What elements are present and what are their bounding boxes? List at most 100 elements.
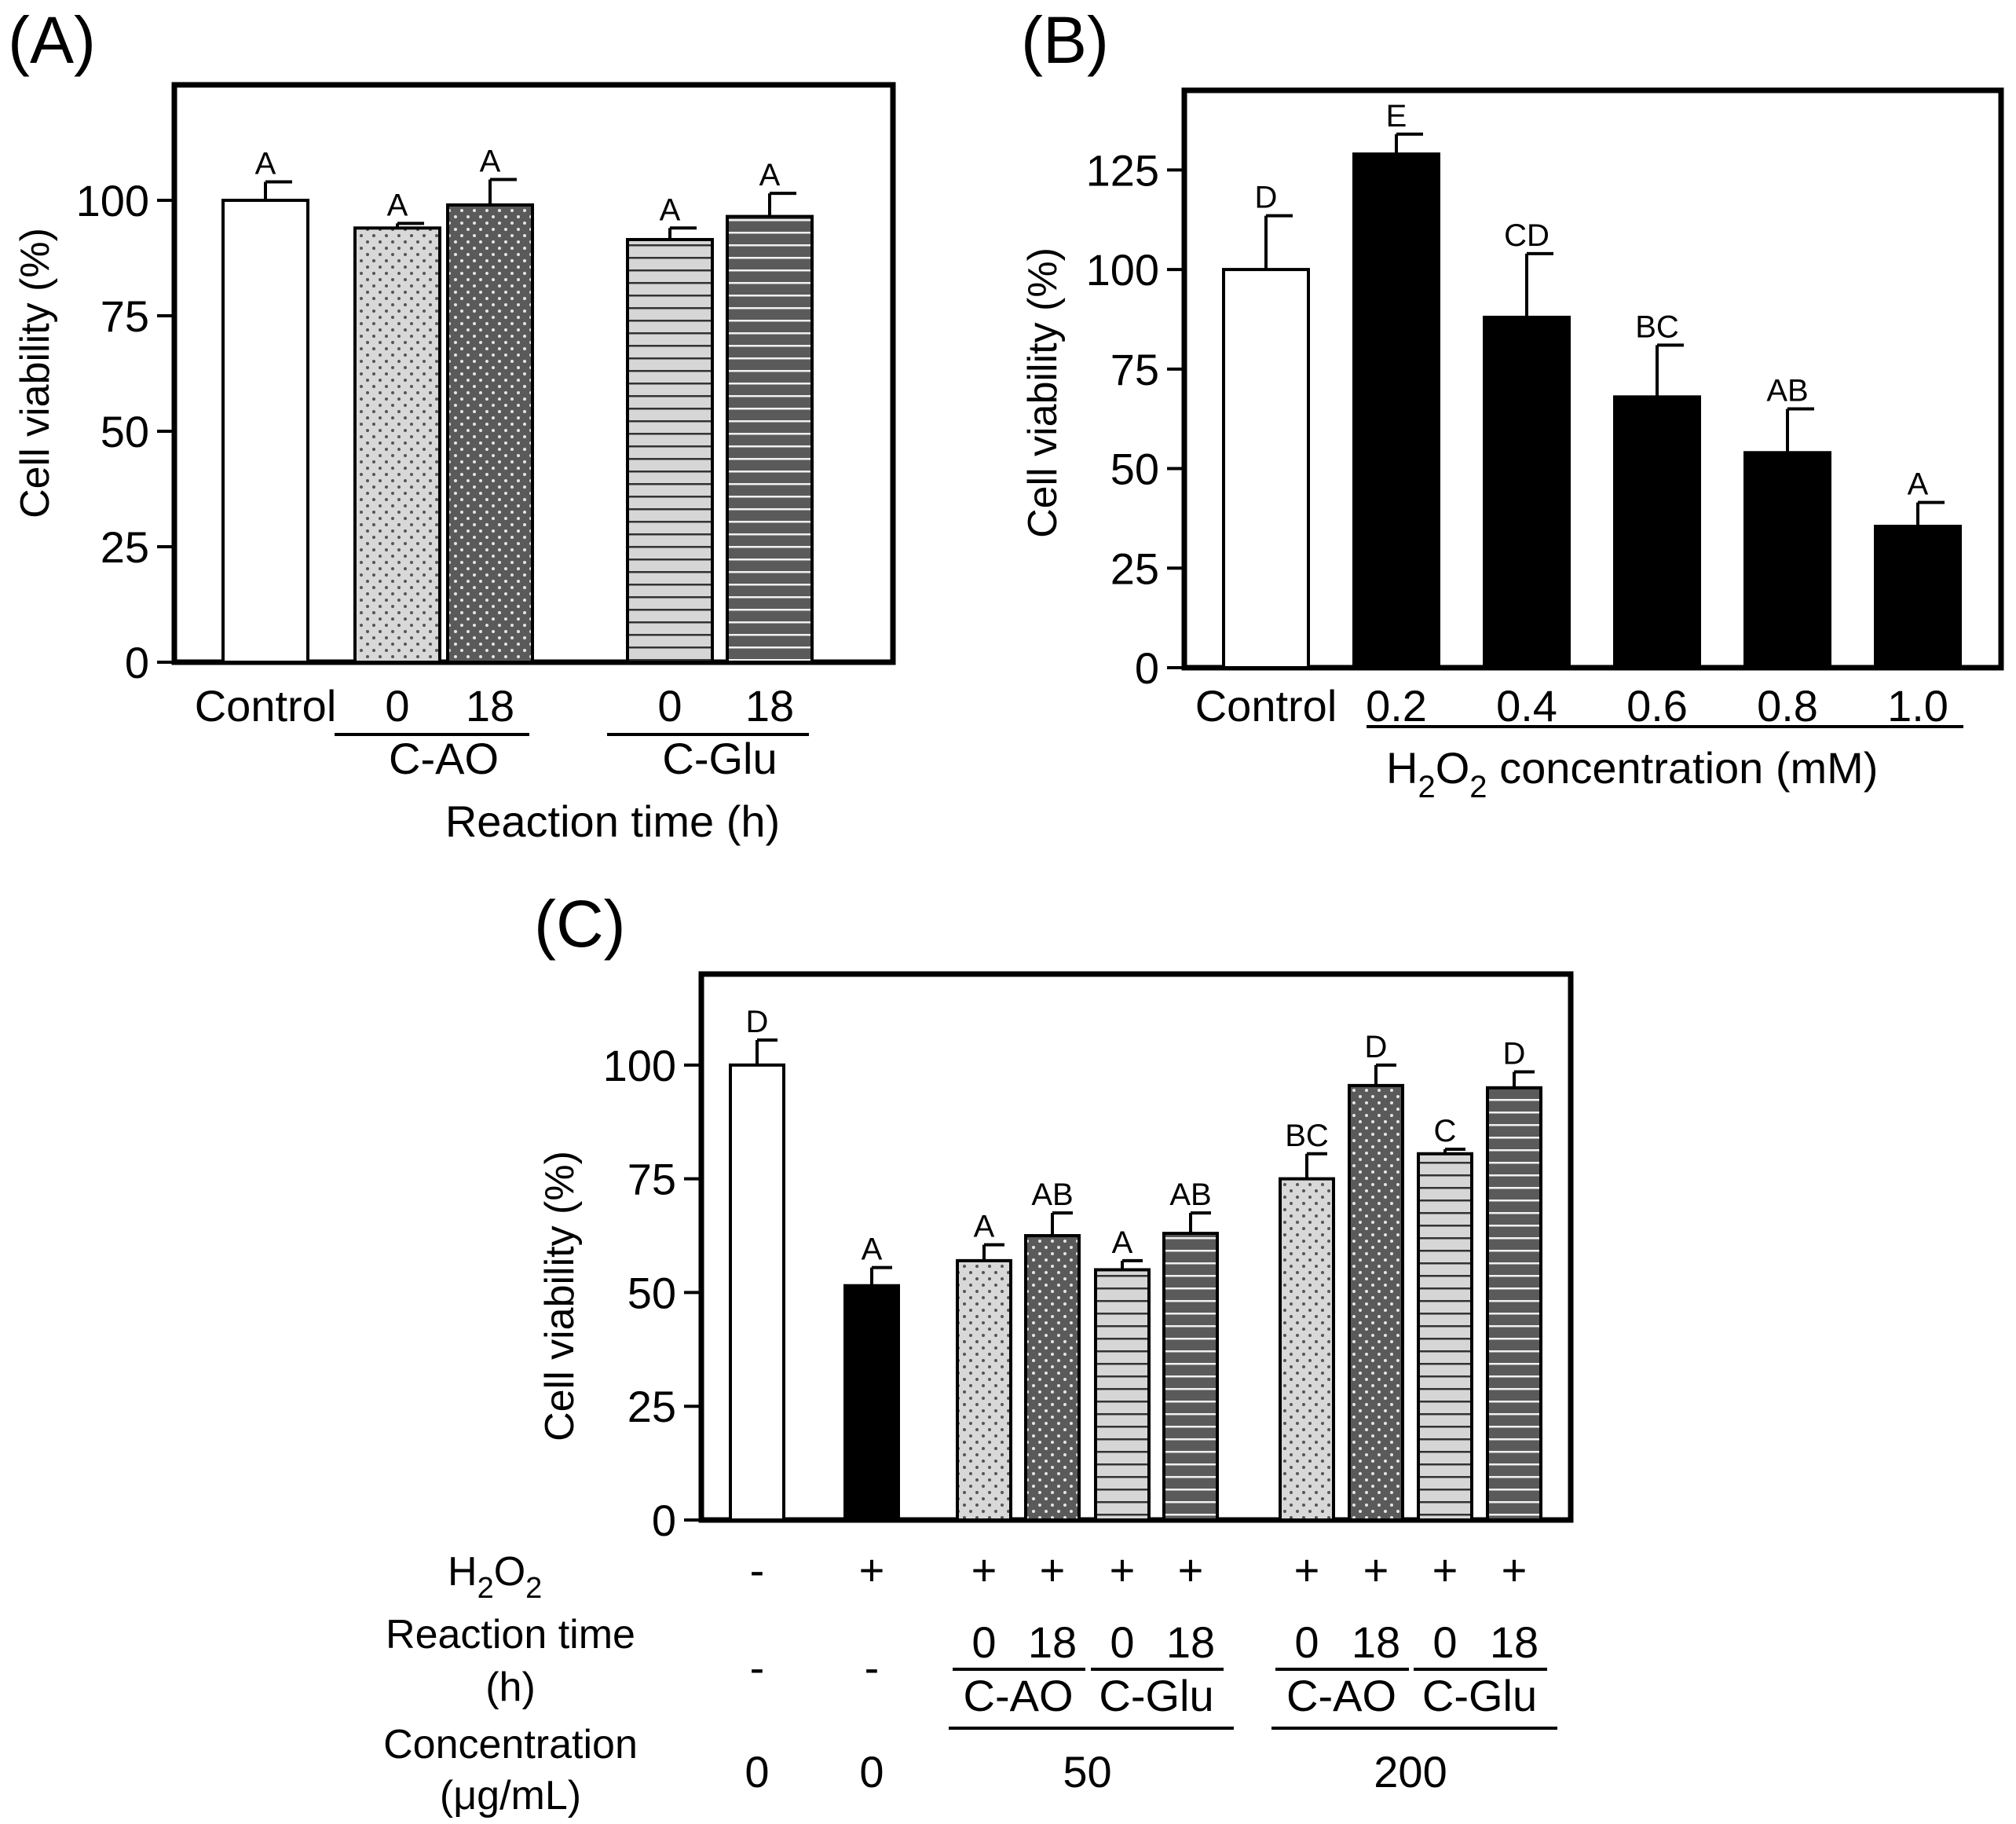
significance-letter: E [1386,99,1407,134]
h2o2-cell: + [971,1545,997,1595]
reaction-cell: 0 [1110,1617,1134,1667]
panel-c-label: (C) [534,887,626,961]
y-tick-label: 75 [627,1155,676,1204]
panel-c-conc-row-label-2: (μg/mL) [440,1773,581,1819]
bar [729,1063,785,1522]
reaction-cell: - [865,1643,880,1692]
bar [1483,315,1571,669]
reaction-cell: 18 [1028,1617,1077,1667]
x-tick-label: Control [195,681,337,731]
panel-c-condition-table: - + + + + + + + + +- -0 18 0 18 0 18 0 18C-AO C-Glu C-AO C-G… [745,1545,1557,1797]
reaction-cell: - [750,1643,765,1692]
reaction-group-label: C-Glu [1099,1671,1213,1720]
reaction-group-label: C-AO [1286,1671,1396,1720]
panel-a-label: (A) [8,3,96,77]
group-label: C-Glu [662,734,777,783]
reaction-group-label: C-Glu [1422,1671,1537,1720]
y-tick-label: 0 [652,1496,676,1545]
bar [956,1258,1012,1522]
bar [1024,1234,1081,1522]
bar [446,203,534,664]
y-tick-label: 25 [1110,544,1159,593]
significance-letter: A [1112,1225,1133,1260]
y-tick-label: 75 [1110,345,1159,394]
h2o2-cell: + [859,1545,885,1595]
bar [1348,1083,1404,1522]
panel-a-y-label: Cell viability (%) [13,228,58,518]
significance-letter: BC [1285,1119,1329,1153]
significance-letter: CD [1504,218,1550,253]
bar [1743,451,1831,670]
significance-letter: A [862,1232,883,1267]
x-tick-label: 18 [466,681,514,731]
panel-b-frame [1181,87,2004,671]
panel-a-bars: A A A A A [221,145,814,665]
bar [1352,152,1440,669]
panel-c-reaction-row-label-1: Reaction time [386,1612,635,1657]
significance-letter: D [1503,1037,1526,1071]
panel-a-x-axis: Control 0 18 0 18C-AO C-Glu [195,681,809,783]
h2o2-cell: + [1178,1545,1204,1595]
panel-c-y-axis: 0 25 50 75 100 [603,1041,701,1545]
significance-letter: A [974,1210,995,1244]
bar [1279,1177,1335,1522]
y-tick-label: 0 [1135,643,1159,693]
x-tick-label: 18 [745,681,794,731]
panel-c: (C) 0 25 50 75 100 Cell viability (%) D A A AB A… [383,887,1574,1819]
significance-letter: A [1908,467,1929,502]
y-tick-label: 125 [1086,145,1159,195]
panel-b-label: (B) [1021,3,1109,77]
bar [1162,1232,1219,1522]
bar [221,199,309,664]
panel-c-conc-row-label-1: Concentration [383,1722,638,1767]
h2o2-cell: - [750,1545,765,1595]
reaction-group-label: C-AO [964,1671,1074,1720]
bar [843,1284,900,1522]
significance-letter: BC [1635,309,1679,344]
bar [353,226,441,664]
panel-c-reaction-row-label-2: (h) [485,1665,536,1710]
significance-letter: A [660,192,681,227]
concentration-cell: 0 [859,1747,884,1797]
y-tick-label: 100 [1086,245,1159,295]
x-tick-label: 0.8 [1757,681,1818,731]
h2o2-cell: + [1432,1545,1458,1595]
y-tick-label: 50 [1110,445,1159,494]
reaction-cell: 18 [1352,1617,1400,1667]
h2o2-cell: + [1502,1545,1528,1595]
bar [1222,268,1310,669]
significance-letter: D [1255,181,1278,215]
bar [1094,1268,1151,1522]
reaction-cell: 18 [1166,1617,1215,1667]
group-label: C-AO [389,734,499,783]
y-tick-label: 100 [76,176,149,225]
concentration-group-label: 50 [1063,1747,1111,1797]
concentration-cell: 0 [745,1747,769,1797]
reaction-cell: 0 [1294,1617,1319,1667]
reaction-cell: 0 [971,1617,996,1667]
reaction-cell: 0 [1432,1617,1457,1667]
x-tick-label: Control [1195,681,1337,731]
x-tick-label: 0.6 [1626,681,1688,731]
panel-b-y-axis: 0 25 50 75 100 125 [1086,145,1184,693]
significance-letter: D [1365,1030,1388,1064]
y-tick-label: 50 [627,1268,676,1317]
panel-a: (A) 0 25 50 75 100 Cell viability (%) A A A AA … [8,3,896,846]
bar [1613,395,1701,669]
panel-b: (B) 0 25 50 75 100 125 Cell viability (%) D E C… [1020,3,2004,804]
y-tick-label: 0 [125,638,149,687]
h2o2-cell: + [1363,1545,1389,1595]
x-tick-label: 0.2 [1366,681,1427,731]
panel-b-y-label: Cell viability (%) [1020,247,1066,538]
y-tick-label: 25 [101,522,149,572]
bar [1486,1086,1542,1522]
x-tick-label: 0.4 [1496,681,1557,731]
panel-c-y-label: Cell viability (%) [537,1151,583,1441]
y-tick-label: 25 [627,1382,676,1431]
significance-letter: C [1434,1114,1457,1148]
y-tick-label: 75 [101,291,149,341]
panel-c-bars: D A A AB A AB BC D C D [729,1005,1542,1522]
bar [626,237,714,665]
panel-b-bars: D E CD BC AB A [1222,99,1962,670]
